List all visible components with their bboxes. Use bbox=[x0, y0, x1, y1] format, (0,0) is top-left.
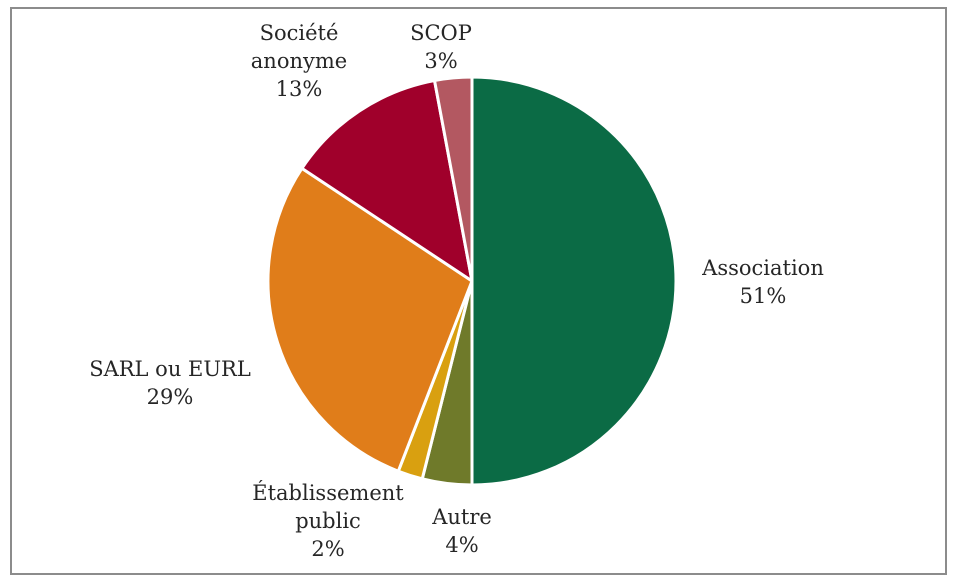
pie-labels: Association 51% Autre 4% Établissement public… bbox=[89, 21, 824, 561]
pie-label-1: Autre 4% bbox=[431, 505, 492, 557]
pie-label-4: Société anonyme 13% bbox=[251, 21, 347, 101]
pie-label-text: Association bbox=[701, 256, 824, 280]
pie-label-text: public bbox=[295, 509, 361, 533]
pie-slice-0 bbox=[470, 75, 678, 487]
pie-label-percent: 3% bbox=[424, 49, 457, 73]
pie-label-percent: 2% bbox=[311, 537, 344, 561]
pie-label-percent: 13% bbox=[276, 77, 323, 101]
pie-slice-3 bbox=[266, 166, 474, 473]
pie-label-2: Établissement public 2% bbox=[252, 481, 404, 561]
pie-label-percent: 51% bbox=[740, 284, 787, 308]
pie-label-3: SARL ou EURL 29% bbox=[89, 357, 251, 409]
pie-label-text: SCOP bbox=[410, 21, 472, 45]
pie-slice-4 bbox=[300, 78, 474, 283]
pie-label-5: SCOP 3% bbox=[410, 21, 472, 73]
pie-label-percent: 29% bbox=[147, 385, 194, 409]
pie-slices bbox=[266, 75, 678, 487]
pie-label-0: Association 51% bbox=[701, 256, 824, 308]
pie-label-text: Autre bbox=[431, 505, 492, 529]
pie-label-text: anonyme bbox=[251, 49, 347, 73]
pie-slice-5 bbox=[433, 75, 474, 283]
pie-label-text: Établissement bbox=[252, 481, 404, 505]
pie-label-percent: 4% bbox=[445, 533, 478, 557]
pie-label-text: Société bbox=[260, 21, 339, 45]
pie-label-text: SARL ou EURL bbox=[89, 357, 251, 381]
